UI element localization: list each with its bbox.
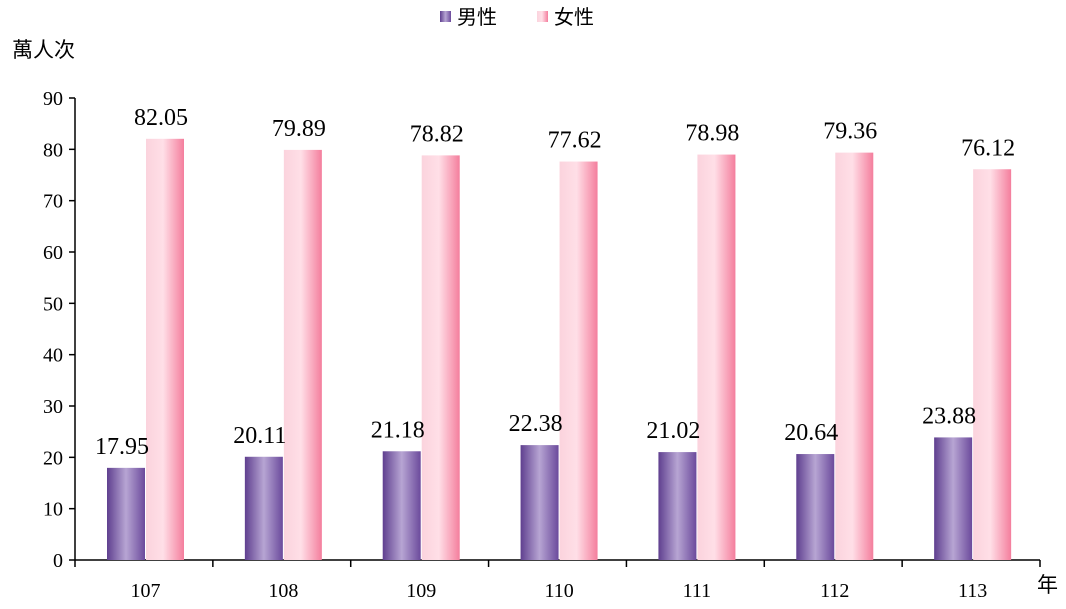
data-label-female: 78.82 (410, 121, 464, 147)
x-tick-label: 111 (683, 580, 712, 602)
bar-female (697, 154, 736, 560)
data-label-female: 79.89 (272, 116, 326, 142)
data-label-male: 20.11 (233, 423, 286, 449)
x-tick-label: 107 (131, 580, 161, 602)
bar-female (283, 149, 322, 560)
legend-swatch-female (537, 11, 548, 22)
data-labels: 17.95 20.11 21.18 22.38 21.02 20.64 23.88 82.05… (95, 105, 1015, 460)
data-label-female: 76.12 (961, 135, 1015, 161)
y-tick-label: 40 (43, 345, 63, 367)
legend-label-male: 男性 (457, 6, 497, 29)
x-tick-label: 108 (268, 580, 298, 602)
bar-female (835, 152, 874, 561)
data-label-male: 17.95 (95, 434, 149, 460)
data-label-male: 21.02 (646, 418, 700, 444)
bar-female (421, 155, 460, 560)
bars (107, 138, 1012, 561)
bar-male (520, 445, 559, 560)
y-tick-label: 60 (43, 242, 63, 264)
bar-male (244, 456, 283, 560)
data-label-male: 22.38 (509, 411, 563, 437)
bar-male (934, 437, 973, 560)
bar-female (973, 169, 1012, 560)
x-tick-label: 112 (820, 580, 849, 602)
bar-female (559, 161, 598, 560)
y-axis-ticks: 0 10 20 30 40 50 60 70 80 90 (43, 88, 75, 572)
y-tick-label: 0 (53, 550, 63, 572)
y-tick-label: 20 (43, 447, 63, 469)
x-tick-label: 109 (406, 580, 436, 602)
data-label-male: 23.88 (922, 403, 976, 429)
x-axis-ticks: 107 108 109 110 111 112 113 (74, 560, 1041, 602)
bar-male (382, 451, 421, 560)
y-tick-label: 80 (43, 139, 63, 161)
y-tick-label: 30 (43, 396, 63, 418)
bar-female (146, 138, 184, 560)
data-label-female: 82.05 (134, 105, 188, 131)
data-label-female: 78.98 (685, 121, 739, 147)
y-tick-label: 90 (43, 88, 63, 110)
data-label-female: 77.62 (548, 128, 602, 154)
x-tick-label: 110 (544, 580, 573, 602)
legend-swatch-male (440, 11, 451, 22)
x-axis-unit-label: 年 (1037, 573, 1058, 597)
data-label-male: 21.18 (371, 417, 425, 443)
y-tick-label: 10 (43, 499, 63, 521)
bar-male (796, 454, 835, 560)
data-label-female: 79.36 (823, 119, 877, 145)
y-tick-label: 50 (43, 293, 63, 315)
bar-male (658, 452, 697, 560)
legend: 男性 女性 (440, 6, 594, 29)
y-tick-label: 70 (43, 191, 63, 213)
legend-label-female: 女性 (554, 6, 594, 29)
x-tick-label: 113 (958, 580, 987, 602)
y-axis-unit-label: 萬人次 (12, 38, 75, 62)
bar-male (107, 467, 145, 560)
data-label-male: 20.64 (784, 420, 838, 446)
